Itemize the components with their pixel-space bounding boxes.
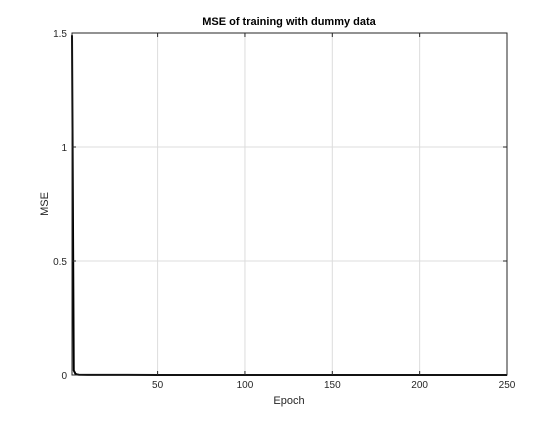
axes-box <box>71 32 508 376</box>
chart-title: MSE of training with dummy data <box>202 16 376 28</box>
x-tick-label: 50 <box>152 380 164 391</box>
x-axis-label: Epoch <box>273 395 304 407</box>
x-tick-label: 200 <box>411 380 428 391</box>
x-tick-label: 250 <box>499 380 516 391</box>
y-tick-label: 1.5 <box>53 29 67 40</box>
y-tick-label: 0.5 <box>53 257 67 268</box>
y-axis-label: MSE <box>39 192 51 216</box>
x-tick-label: 150 <box>324 380 341 391</box>
x-tick-label: 100 <box>237 380 254 391</box>
y-tick-label: 0 <box>61 371 67 382</box>
y-tick-label: 1 <box>61 143 67 154</box>
ticks: 50 100 150 200 250 0 0.5 1 1.5 <box>53 29 516 391</box>
axes-background <box>72 33 507 375</box>
